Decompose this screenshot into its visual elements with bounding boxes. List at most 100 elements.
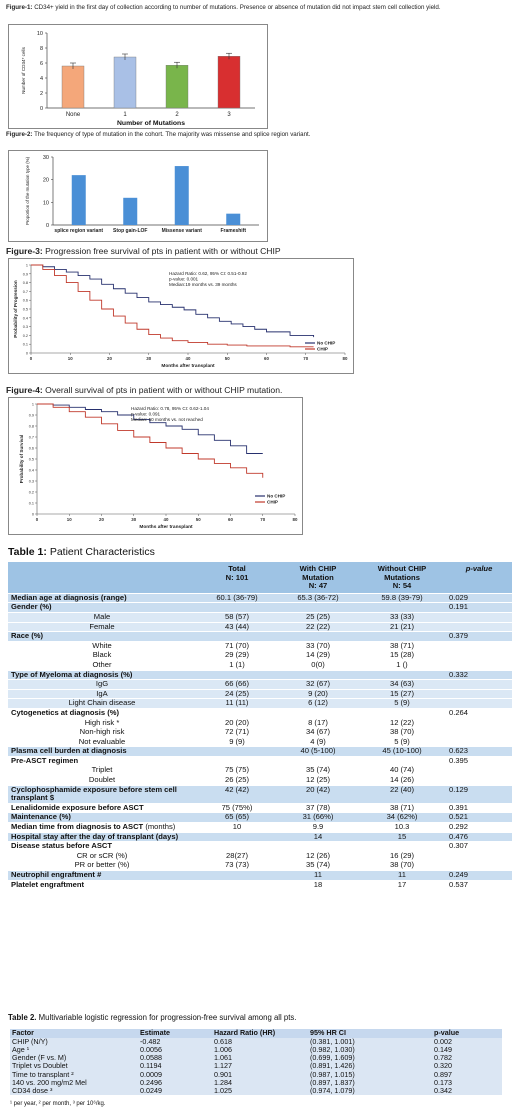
table1-cell: 65.3 (36-72)	[278, 592, 358, 603]
table1-cell: 33 (33)	[358, 611, 446, 623]
table1-row-label: Non-high risk	[8, 727, 196, 738]
table1-row-label-text: Hospital stay after the day of transplan…	[11, 831, 179, 841]
fig3-y-tick-label: 0.6	[23, 299, 28, 303]
fig4-x-tick-label: 40	[164, 517, 169, 522]
fig1-x-tick-label: 3	[227, 112, 231, 118]
table1-cell: 34 (62%)	[358, 812, 446, 823]
table1-cell	[196, 879, 278, 890]
table1-cell: 12 (26)	[278, 850, 358, 861]
table1-row-label-text: Plasma cell burden at diagnosis	[11, 746, 127, 756]
fig4-x-tick-label: 60	[228, 517, 233, 522]
table1-cell: 72 (71)	[196, 727, 278, 738]
fig1-x-tick-label: 1	[123, 112, 127, 118]
table2-cell: (0.982, 1.030)	[308, 1045, 432, 1055]
fig4-y-tick-label: 0.9	[29, 414, 34, 418]
fig1-x-tick-label: 2	[175, 112, 179, 118]
table1-cell	[446, 765, 512, 776]
table1-row: Plasma cell burden at diagnosis 40 (5-100…	[8, 746, 512, 757]
table1-cell: 15 (27)	[358, 688, 446, 699]
table1-row: Doublet 26 (25) 12 (25) 14 (26)	[8, 775, 512, 786]
fig2-y-label: Proportion of the mutation type (%)	[25, 156, 30, 225]
table1-row: Not evaluable 9 (9) 4 (9) 5 (9)	[8, 736, 512, 747]
table1-row-label-text: Cytogenetics at diagnosis (%)	[11, 707, 120, 717]
fig3-frame: 0 0.1 0.2 0.3 0.4 0.5 0.6 0.7 0.8 0.9 1 0 10 20 30 40 50…	[8, 258, 354, 374]
fig3-x-tick-label: 20	[107, 356, 112, 361]
fig1-y-tick-label: 2	[40, 91, 43, 97]
table1-cell	[446, 775, 512, 786]
table1-cell	[446, 688, 512, 699]
table1-row: Other 1 (1) 0(0) 1 ()	[8, 659, 512, 671]
table1-row-label: Disease status before ASCT	[8, 841, 196, 852]
table2-cell: (0.897, 1.837)	[308, 1078, 432, 1088]
table1-cell	[446, 727, 512, 738]
table1-cell: 20 (42)	[278, 784, 358, 804]
table1-cell: 40 (5-100)	[278, 746, 358, 757]
table1-row: Hospital stay after the day of transplan…	[8, 831, 512, 842]
table1-cell: 10.3	[358, 822, 446, 833]
table1-cell: 38 (71)	[358, 802, 446, 813]
table1-row: Female 43 (44) 22 (22) 21 (21)	[8, 621, 512, 632]
table1-cell: 29 (29)	[196, 650, 278, 661]
table1-cell: 65 (65)	[196, 812, 278, 823]
table1-cell: 75 (75)	[196, 765, 278, 776]
table1-row-label-text: Lenalidomide exposure before ASCT	[11, 802, 144, 812]
table1-cell: 22 (22)	[278, 621, 358, 632]
table1-row: CR or sCR (%) 28(27) 12 (26) 16 (29)	[8, 850, 512, 861]
table1-cell	[196, 746, 278, 757]
table2-cell: 0.149	[432, 1045, 502, 1055]
table1-row: Median age at diagnosis (range) 60.1 (36-…	[8, 592, 512, 603]
fig2-bar	[226, 213, 241, 225]
fig4-legend-label: No CHIP	[267, 494, 285, 499]
table1-cell: 5 (9)	[358, 698, 446, 709]
fig1-bar-None	[61, 65, 85, 109]
table2-cell: 0.342	[432, 1086, 502, 1096]
table2-cell: 0.897	[432, 1070, 502, 1079]
table2-cell: 0.1194	[138, 1062, 212, 1071]
table1-row-label: Hospital stay after the day of transplan…	[8, 831, 196, 842]
table1-cell	[446, 679, 512, 690]
table1-header-1: Total N: 101	[196, 562, 278, 594]
table1-cell	[358, 669, 446, 680]
table1-row: Triplet 75 (75) 35 (74) 40 (74)	[8, 765, 512, 776]
table1-row: Cyclophosphamide exposure before stem ce…	[8, 784, 512, 804]
fig4-y-tick-label: 0.7	[29, 436, 34, 440]
table1-cell	[358, 755, 446, 766]
table2-cell: (0.974, 1.079)	[308, 1086, 432, 1096]
table2-cell: 1.127	[212, 1062, 308, 1071]
table1-cell: 35 (74)	[278, 765, 358, 776]
fig3-y-tick-label: 0.8	[23, 281, 28, 285]
fig1-bar-3	[217, 56, 241, 109]
table2-cell: 0.618	[212, 1037, 308, 1046]
table1-row-label-text: Gender (%)	[11, 602, 52, 612]
table1-row-label-text: Cyclophosphamide exposure before stem ce…	[11, 784, 177, 803]
fig2-chart: 0 10 20 30 splice region variant Stop gain-LO…	[25, 155, 259, 234]
table2-cell: CD34 dose ³	[10, 1086, 138, 1096]
fig4-y-label: Probability of Survival	[19, 435, 24, 484]
table1-cell: 14 (26)	[358, 775, 446, 786]
table1-row-label: Doublet	[8, 775, 196, 786]
fig2-y-tick-label: 0	[46, 223, 49, 229]
table2-row: Age ¹ 0.0056 1.006 (0.982, 1.030) 0.149	[10, 1045, 502, 1055]
fig4-y-tick-label: 0	[32, 513, 34, 517]
fig3-y-tick-label: 0.9	[23, 272, 28, 276]
fig2-caption: Figure-2: The frequency of type of mutat…	[6, 131, 311, 138]
table1-row: IgG 66 (66) 32 (67) 34 (63)	[8, 679, 512, 690]
table2-header-1: Estimate	[138, 1028, 212, 1038]
fig4-y-tick-label: 0.5	[29, 458, 34, 462]
table2-row: Triplet vs Doublet 0.1194 1.127 (0.891, 1.4…	[10, 1062, 502, 1071]
table1-cell: 60.1 (36-79)	[196, 592, 278, 603]
table2-cell: 0.320	[432, 1062, 502, 1071]
table2-cell: Time to transplant ²	[10, 1070, 138, 1079]
fig4-caption: Figure-4: Overall survival of pts in pat…	[6, 385, 283, 395]
fig2-frame: 0 10 20 30 splice region variant Stop gain-LO…	[8, 150, 268, 242]
table1-cell: 0.395	[446, 755, 512, 766]
fig3-y-tick-label: 0.4	[23, 316, 28, 320]
table1-cell: 20 (20)	[196, 717, 278, 728]
table1-row: Non-high risk 72 (71) 34 (67) 38 (70)	[8, 727, 512, 738]
table1-cell	[446, 621, 512, 632]
fig4-y-tick-label: 0.4	[29, 469, 34, 473]
table1-cell: 9 (9)	[196, 736, 278, 747]
table1-cell: 0.391	[446, 802, 512, 813]
fig4-x-tick-label: 70	[260, 517, 265, 522]
table2-title: Table 2. Multivariable logistic regressi…	[8, 1013, 297, 1022]
